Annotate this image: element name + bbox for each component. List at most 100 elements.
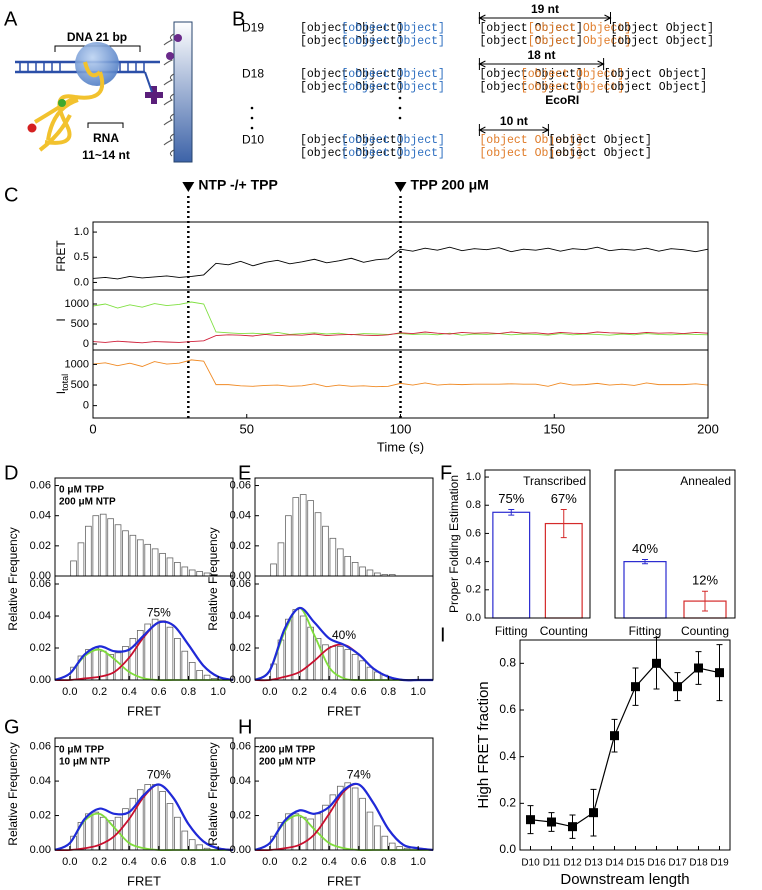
plot-frame <box>519 639 731 851</box>
y-tick-label: 0.06 <box>230 741 251 753</box>
x-tick-label: 0.6 <box>151 686 166 698</box>
sequence: [object Object][object Object] [object Ob… <box>300 81 707 94</box>
x-tick-label: D17 <box>668 858 687 869</box>
histogram-bar <box>92 811 100 851</box>
sequence: [object Object][object Object] [object Ob… <box>300 22 714 35</box>
y-axis-label-sub: total <box>60 374 70 391</box>
plot-frame <box>254 575 434 681</box>
construct-name: D19 <box>242 21 264 35</box>
x-tick-label: D10 <box>521 858 540 869</box>
histogram-bar <box>344 556 352 577</box>
panel-subtitle: Transcribed <box>523 474 586 488</box>
x-tick-label: 0.8 <box>381 856 396 868</box>
donor-dye <box>58 99 66 107</box>
histogram-bar <box>270 563 277 577</box>
sequence-segment: [object Object] <box>341 35 445 48</box>
histogram-bar <box>299 816 307 851</box>
y-tick-label: 0.6 <box>499 702 516 716</box>
sequence: [object Object][object Object] [object Ob… <box>300 35 714 48</box>
y-tick-label: 0.2 <box>466 584 481 596</box>
x-tick-label: 0 <box>89 421 96 436</box>
y-tick-label: 0.02 <box>30 642 51 654</box>
x-tick-label: 0.6 <box>151 856 166 868</box>
sequence-segment: [object Object] <box>604 81 708 94</box>
histogram-bar <box>99 513 107 577</box>
marker <box>631 682 640 692</box>
event-marker <box>394 182 407 192</box>
histogram-bar <box>188 839 196 851</box>
marker <box>715 668 724 678</box>
peak-fraction: 70% <box>147 768 171 782</box>
sequence-segment: [object Object] <box>479 147 583 160</box>
y-tick-label: 1000 <box>65 358 89 370</box>
surface <box>173 21 193 163</box>
histogram-bar <box>166 557 174 577</box>
sequence-segment: [object Object] <box>604 68 708 81</box>
y-tick-label: 0.4 <box>499 749 516 763</box>
x-tick-label: 0.2 <box>292 686 307 698</box>
y-tick-label: 0.04 <box>230 610 251 622</box>
condition: 0 μM TPP <box>59 485 104 496</box>
condition: 200 μM TPP <box>259 745 315 756</box>
x-tick-label: 0.2 <box>92 686 107 698</box>
marker <box>673 682 682 692</box>
y-axis-label: Proper Folding Estimation <box>447 475 461 613</box>
sequence-segment: [object Object] <box>528 22 632 35</box>
construct-name: D10 <box>242 133 264 147</box>
y-axis-label: High FRET fraction <box>475 681 492 808</box>
histogram-bar <box>166 626 174 681</box>
histogram-bar <box>299 494 307 577</box>
bracket-arrow <box>478 60 605 68</box>
rna-length: 11~14 nt <box>82 148 130 162</box>
x-tick-label: D14 <box>605 858 624 869</box>
x-tick-label: 0.4 <box>122 856 137 868</box>
y-axis-label-main: I <box>54 391 68 394</box>
x-tick-label: 0.8 <box>181 686 196 698</box>
panel-label: G <box>4 716 20 738</box>
sequence-segment: [object Object] <box>611 22 715 35</box>
y-tick-label: 0.06 <box>30 741 51 753</box>
histogram-bar <box>366 569 374 577</box>
condition: 0 μM TPP <box>59 745 104 756</box>
biotin <box>174 34 182 42</box>
category-label: Counting <box>540 624 588 638</box>
sequence: [object Object][object Object] [object Ob… <box>300 134 652 147</box>
sequence: [object Object][object Object] [object Ob… <box>300 68 707 81</box>
histogram-bar <box>359 660 366 681</box>
sequence-segment: [object Object] <box>341 147 445 160</box>
y-tick-label: 0.0 <box>74 276 89 288</box>
x-tick-label: D11 <box>543 858 561 869</box>
histogram-bar <box>307 500 314 577</box>
value-label: 12% <box>692 573 718 588</box>
y-tick-label: 0.04 <box>30 510 51 522</box>
y-tick-label: 0.00 <box>230 674 251 686</box>
x-tick-label: 1.0 <box>211 686 226 698</box>
x-tick-label: 1.0 <box>411 856 426 868</box>
panel-label: C <box>4 184 18 206</box>
x-axis-label: FRET <box>127 873 161 888</box>
plot-frame <box>54 575 234 681</box>
x-tick-label: 0.4 <box>322 856 337 868</box>
sequence-segment: [object Object] <box>479 134 583 147</box>
y-tick-label: 0.04 <box>230 775 251 787</box>
y-tick-label: 0.5 <box>74 251 89 263</box>
histogram-bar <box>129 534 137 577</box>
y-tick-label: 0.8 <box>466 499 481 511</box>
y-tick-label: 0.4 <box>466 556 481 568</box>
error-bar <box>560 508 567 539</box>
value-label: 40% <box>632 541 658 556</box>
y-tick-label: 0.0 <box>499 842 516 856</box>
histogram-bar <box>344 782 352 851</box>
fit-curve <box>54 783 234 852</box>
sequence: [object Object][object Object] [object Ob… <box>300 147 652 160</box>
histogram-bar <box>107 518 114 577</box>
biotin <box>166 52 174 60</box>
x-tick-label: 0.0 <box>62 686 77 698</box>
construct-name: D18 <box>242 67 264 81</box>
histogram-bar <box>136 539 144 577</box>
x-tick-label: 1.0 <box>211 856 226 868</box>
y-axis-label-main: Relative Frequency <box>206 742 220 845</box>
y-tick-label: 0.02 <box>30 809 51 821</box>
marker <box>694 663 703 673</box>
